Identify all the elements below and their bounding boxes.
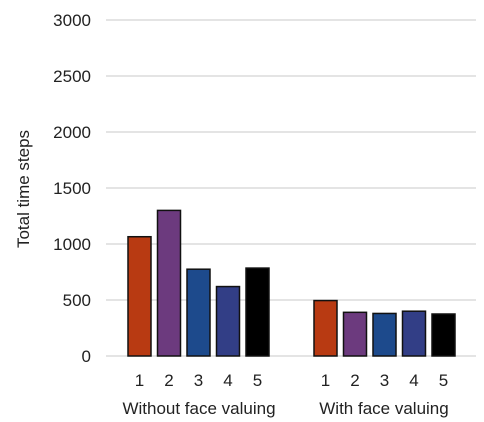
- bar-group2-3: [372, 312, 397, 357]
- x-tick-label: 2: [350, 371, 359, 390]
- bar-group2-5: [431, 313, 456, 357]
- group-labels: Without face valuing With face valuing: [122, 399, 448, 418]
- x-tick-label: 4: [409, 371, 418, 390]
- bar-group2-4: [401, 310, 427, 357]
- bar-group1-4: [215, 285, 241, 357]
- bar-group1-5: [245, 267, 270, 357]
- bar-group1-3: [186, 268, 211, 357]
- x-tick-label: 4: [223, 371, 232, 390]
- x-tick-label: 3: [380, 371, 389, 390]
- x-tick-label: 2: [164, 371, 173, 390]
- group-label: Without face valuing: [122, 399, 275, 418]
- bar-group2-2: [342, 311, 368, 357]
- y-tick-label: 1500: [53, 179, 91, 198]
- x-tick-label: 3: [194, 371, 203, 390]
- x-tick-label: 5: [439, 371, 448, 390]
- bars: [127, 209, 456, 357]
- y-tick-label: 3000: [53, 11, 91, 30]
- y-tick-label: 1000: [53, 235, 91, 254]
- group-label: With face valuing: [319, 399, 448, 418]
- y-axis-title: Total time steps: [14, 130, 33, 248]
- bar-group2-1: [313, 299, 338, 357]
- y-tick-labels: 0 500 1000 1500 2000 2500 3000: [53, 11, 91, 366]
- x-tick-labels: 1 2 3 4 5 1 2 3 4 5: [135, 371, 448, 390]
- x-tick-label: 1: [321, 371, 330, 390]
- y-tick-label: 2000: [53, 123, 91, 142]
- x-tick-label: 1: [135, 371, 144, 390]
- y-tick-label: 2500: [53, 67, 91, 86]
- y-tick-label: 0: [82, 347, 91, 366]
- bar-group1-2: [156, 209, 182, 357]
- y-tick-label: 500: [63, 291, 91, 310]
- x-tick-label: 5: [253, 371, 262, 390]
- bar-group1-1: [127, 235, 152, 357]
